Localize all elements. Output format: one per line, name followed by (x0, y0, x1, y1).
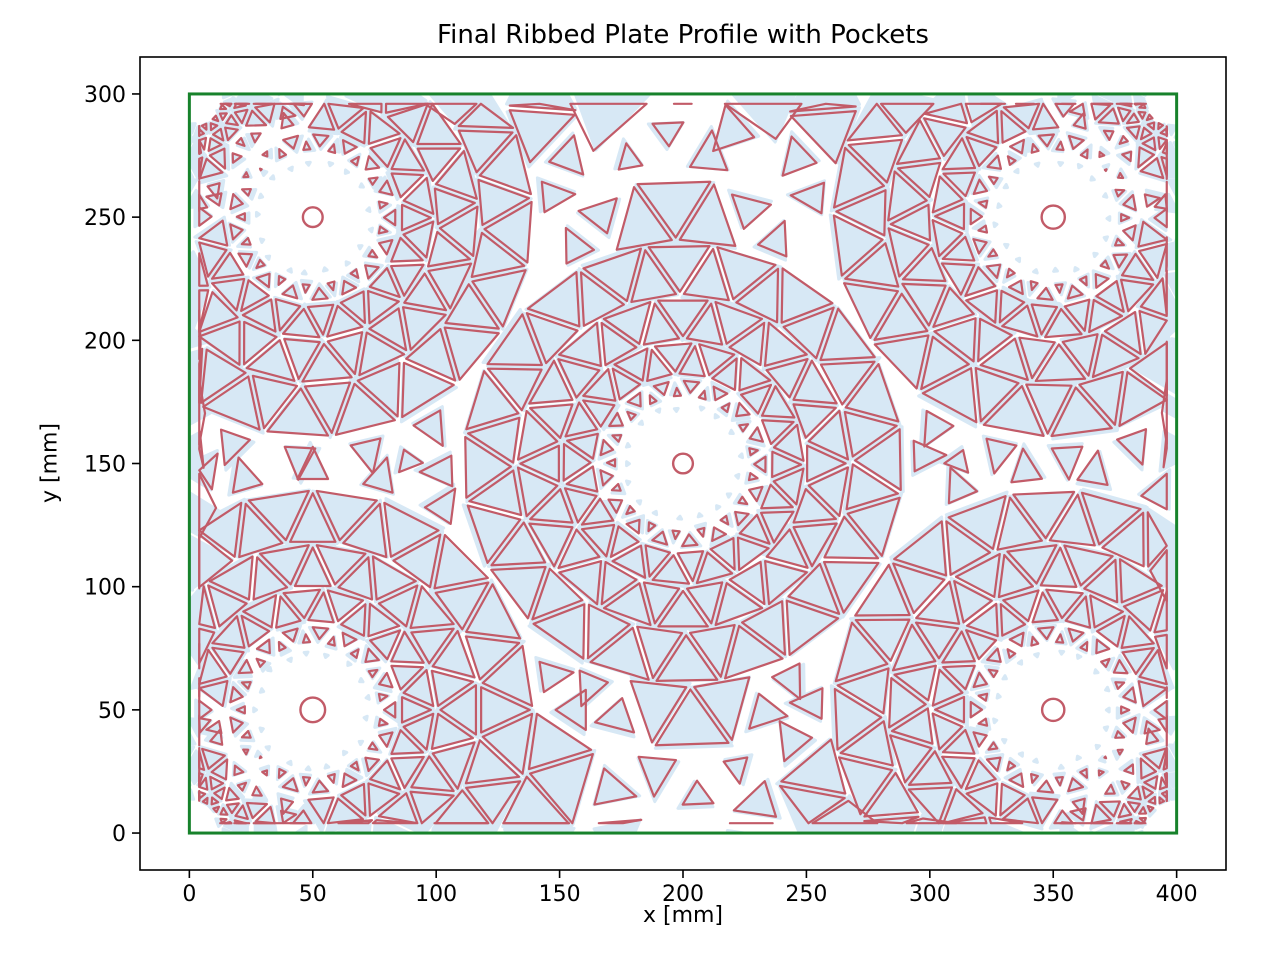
chart-title: Final Ribbed Plate Profile with Pockets (437, 20, 929, 50)
y-tick-label: 150 (84, 453, 126, 478)
hole-circle (301, 206, 324, 229)
x-tick-label: 200 (662, 882, 704, 907)
pockets-outline-layer (198, 102, 1168, 825)
y-tick-label: 250 (84, 206, 126, 231)
hole-circle (1040, 204, 1067, 230)
x-tick-label: 250 (785, 882, 827, 907)
x-tick-label: 150 (539, 882, 581, 907)
y-axis-label: y [mm] (37, 422, 63, 504)
y-tick-label: 100 (84, 576, 126, 601)
plate-outline (187, 92, 1179, 835)
hole-circle (671, 452, 695, 475)
y-tick-label: 300 (84, 83, 126, 108)
pockets-fill-layer (189, 93, 1177, 834)
y-tick-label: 0 (112, 822, 126, 847)
x-axis-ticks: 0 50 100 150 200 250 300 350 400 (182, 870, 1198, 907)
hole-circle (1040, 697, 1066, 723)
x-tick-label: 300 (909, 882, 951, 907)
x-axis-label: x [mm] (642, 903, 724, 928)
x-tick-label: 350 (1032, 882, 1074, 907)
x-tick-label: 50 (299, 882, 327, 907)
x-tick-label: 400 (1156, 882, 1198, 907)
x-tick-label: 0 (182, 882, 196, 907)
y-axis-ticks: 0 50 100 150 200 250 300 (84, 83, 140, 847)
hole-circle (299, 696, 327, 724)
hole-circles (299, 204, 1067, 724)
y-tick-label: 50 (98, 699, 126, 724)
x-tick-label: 100 (415, 882, 457, 907)
y-tick-label: 200 (84, 329, 126, 354)
